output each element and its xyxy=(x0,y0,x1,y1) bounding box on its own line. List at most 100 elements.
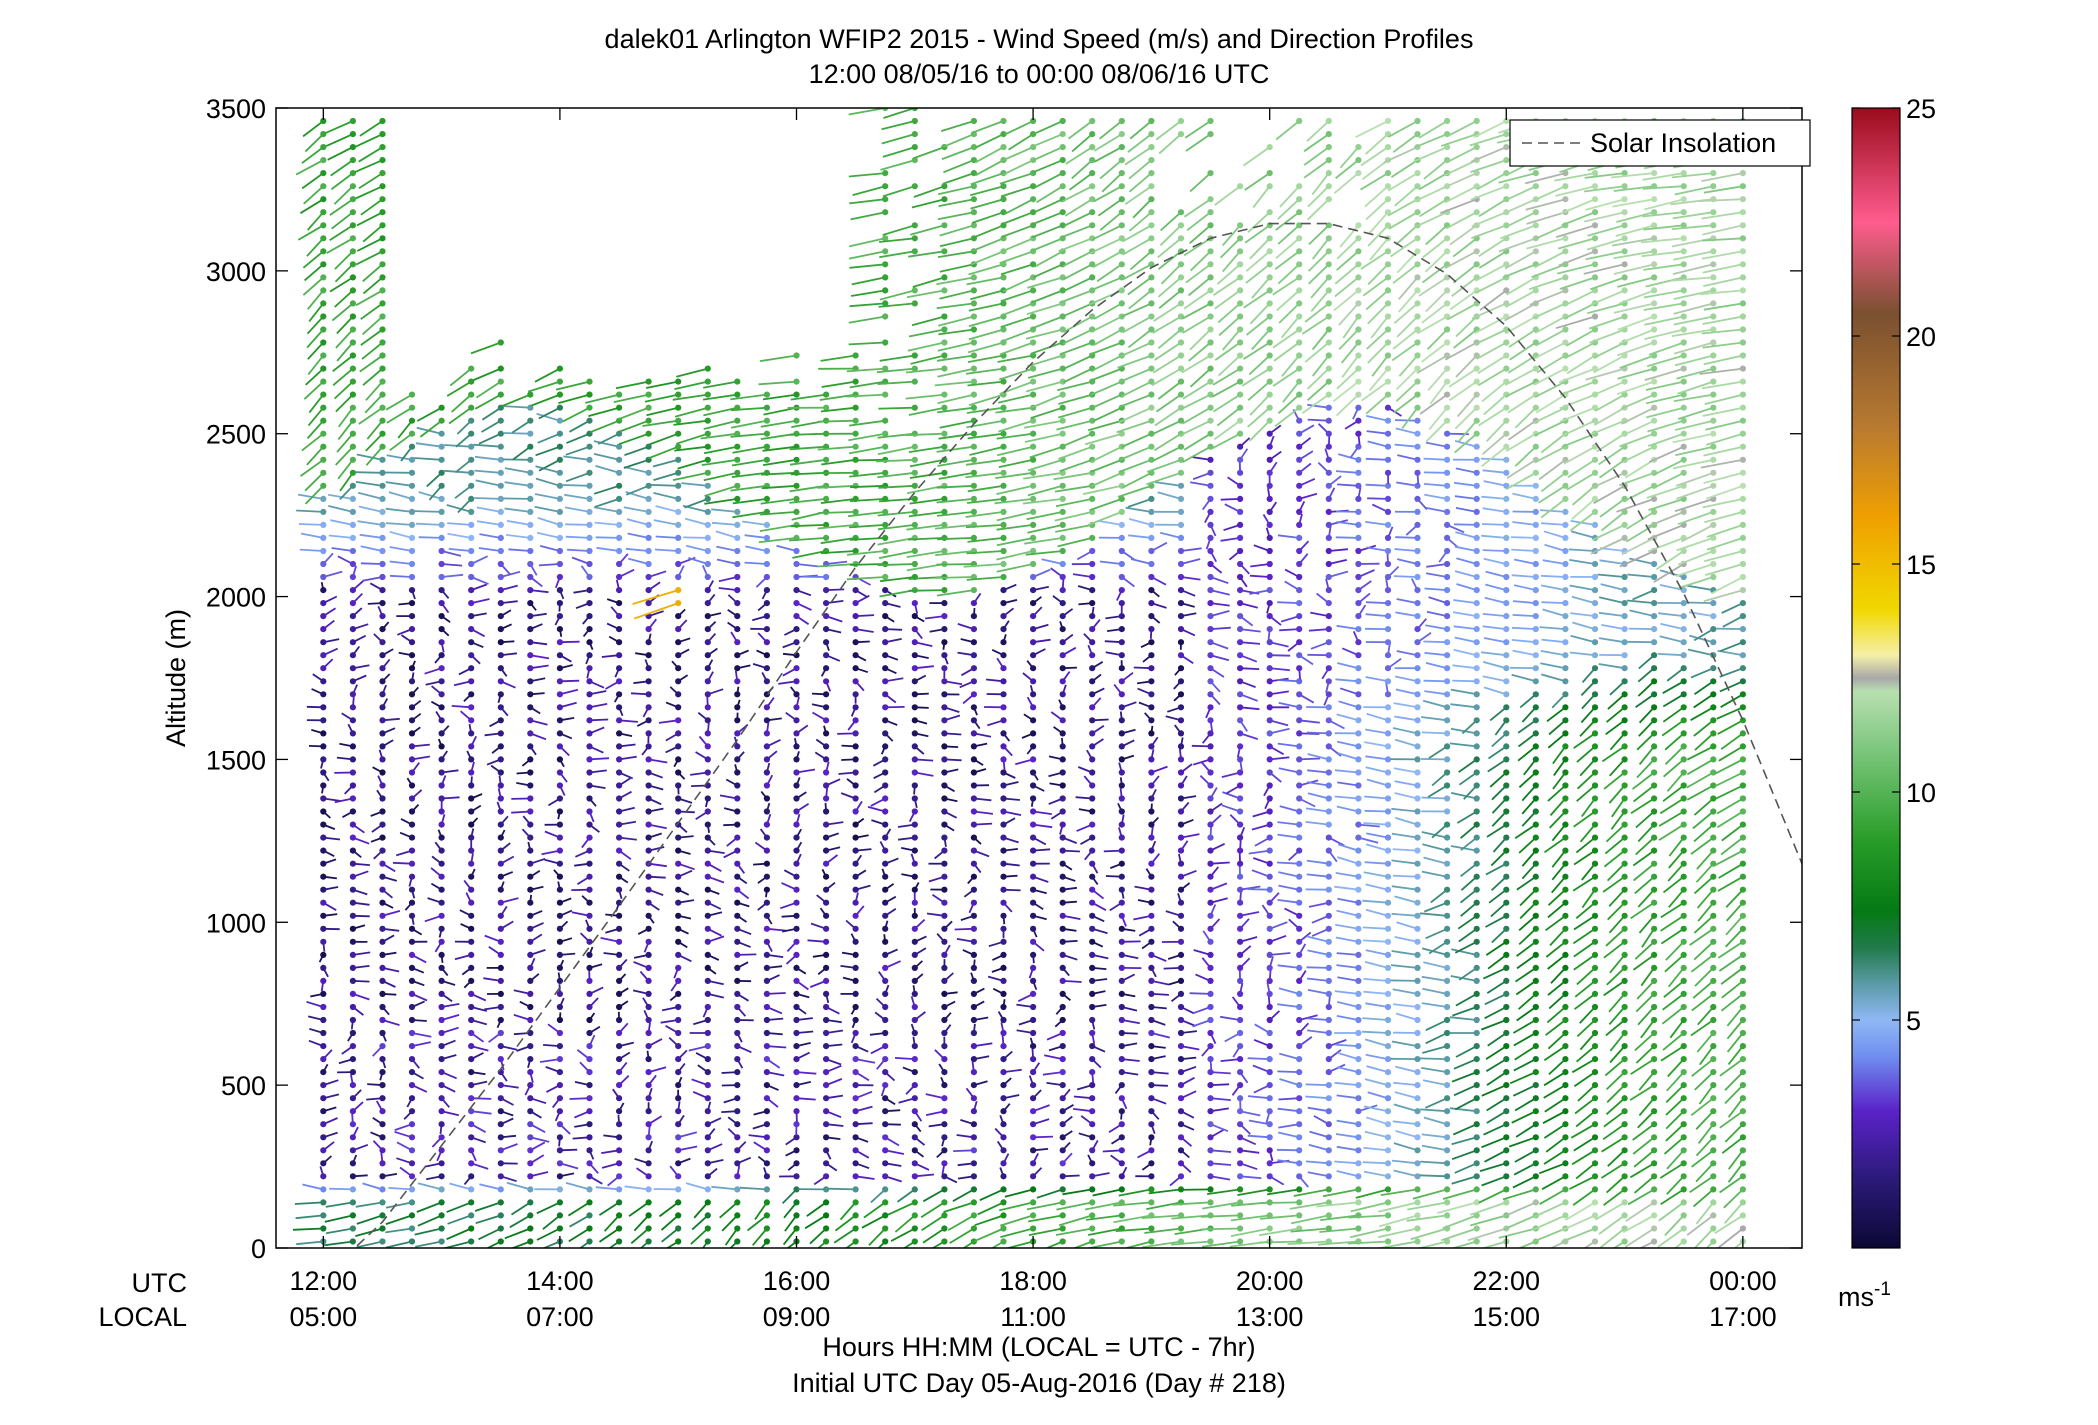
wind-barb-shaft xyxy=(356,237,383,252)
wind-barb-station xyxy=(970,482,978,489)
wind-barb-station xyxy=(1177,743,1185,750)
wind-barb-station xyxy=(793,1043,800,1050)
wind-barb-shaft xyxy=(364,393,384,414)
wind-barb-station xyxy=(438,508,445,515)
chart-title: dalek01 Arlington WFIP2 2015 - Wind Spee… xyxy=(605,24,1474,54)
wind-barb-station xyxy=(941,639,948,646)
wind-barb-station xyxy=(1237,521,1244,529)
wind-barb-station xyxy=(1237,560,1244,568)
wind-barb-station xyxy=(527,938,534,945)
wind-barb-station xyxy=(734,626,741,633)
wind-barb-station xyxy=(734,1134,741,1141)
wind-barb-station xyxy=(438,873,445,880)
wind-barb-station xyxy=(1207,977,1214,985)
wind-barb-station xyxy=(763,652,771,659)
wind-barb-station xyxy=(1177,339,1185,346)
wind-barb-station xyxy=(586,1121,593,1128)
wind-barb-station xyxy=(911,704,918,711)
wind-barb-station xyxy=(941,1043,948,1050)
wind-barb-station xyxy=(1089,873,1096,880)
wind-barb-station xyxy=(882,860,889,867)
wind-barb-station xyxy=(1059,1186,1066,1193)
wind-barb-shaft xyxy=(355,1201,383,1208)
wind-barb-station xyxy=(882,899,889,906)
wind-barb-station xyxy=(320,560,327,568)
wind-barb-station xyxy=(704,925,711,932)
wind-barb-station xyxy=(793,1029,800,1037)
wind-barb-station xyxy=(349,847,356,854)
wind-barb-station xyxy=(468,717,475,724)
wind-barb-station xyxy=(793,821,800,828)
wind-barb-station xyxy=(556,756,564,763)
wind-barb-station xyxy=(852,1056,859,1063)
wind-barb-station xyxy=(438,977,445,985)
wind-barb-station xyxy=(1266,1225,1273,1232)
wind-barb-station xyxy=(645,951,652,959)
wind-barb-station xyxy=(1148,1056,1155,1063)
wind-barb-station xyxy=(852,925,859,932)
wind-barb-station xyxy=(320,886,327,893)
wind-barb-station xyxy=(941,404,948,411)
wind-barb-station xyxy=(320,157,327,164)
wind-barb-station xyxy=(1000,691,1007,698)
wind-barb-station xyxy=(1207,704,1214,711)
wind-barb-shaft xyxy=(306,420,324,439)
wind-barb-station xyxy=(586,873,593,880)
wind-barb-shaft xyxy=(672,393,708,401)
wind-barb-station xyxy=(616,860,623,867)
wind-barb-shaft xyxy=(506,1181,531,1191)
wind-barb-station xyxy=(468,1147,475,1154)
wind-barb-station xyxy=(852,1199,859,1206)
wind-barb-station xyxy=(497,873,504,880)
wind-barb-station xyxy=(704,1238,711,1245)
wind-barb-station xyxy=(616,626,623,633)
wind-barb-shaft xyxy=(541,849,561,856)
wind-barb-station xyxy=(1207,990,1214,998)
wind-barb-station xyxy=(911,860,918,867)
wind-barb-station xyxy=(320,521,327,529)
wind-barb-station xyxy=(645,600,652,607)
wind-barb-station xyxy=(497,365,504,372)
wind-barb-station xyxy=(970,652,978,659)
wind-barb-shaft xyxy=(593,484,620,495)
wind-barb-station xyxy=(616,1212,623,1219)
wind-barb-station xyxy=(734,886,741,893)
wind-barb-station xyxy=(941,795,948,802)
wind-barb-station xyxy=(349,1225,356,1232)
wind-barb-station xyxy=(1059,1029,1066,1037)
wind-barb-shaft xyxy=(558,393,590,404)
wind-barb-station xyxy=(763,964,771,972)
wind-barb-shaft xyxy=(760,471,797,476)
wind-barb-station xyxy=(438,756,445,763)
wind-barb-station xyxy=(438,821,445,828)
wind-barb-station xyxy=(497,938,504,945)
wind-barb-station xyxy=(1207,573,1214,581)
wind-barb-station xyxy=(1148,1238,1155,1245)
wind-barb-station xyxy=(793,678,800,685)
wind-barb-station xyxy=(1030,743,1037,750)
wind-barb-station xyxy=(556,417,564,424)
wind-barb-station xyxy=(675,534,682,542)
wind-barb-station xyxy=(527,925,534,932)
wind-barb-station xyxy=(1118,912,1125,919)
wind-barb-station xyxy=(1148,665,1155,672)
wind-barb-shaft xyxy=(417,1214,442,1227)
wind-barb-shaft xyxy=(358,172,383,190)
wind-barb-station xyxy=(793,1016,800,1024)
wind-barb-station xyxy=(1030,521,1037,529)
wind-barb-station xyxy=(320,378,327,385)
wind-barb-station xyxy=(1148,691,1155,698)
wind-barb-station xyxy=(1089,222,1096,229)
wind-barb-station xyxy=(793,873,800,880)
wind-barb-shaft xyxy=(503,405,531,409)
wind-barb-station xyxy=(1177,600,1185,607)
wind-barb-station xyxy=(349,170,356,177)
wind-barb-station xyxy=(645,795,652,802)
wind-barb-station xyxy=(734,977,741,985)
wind-barb-station xyxy=(970,925,978,932)
wind-barb-station xyxy=(970,665,978,672)
wind-barb-station xyxy=(349,600,356,607)
wind-barb-station xyxy=(1266,482,1273,489)
wind-barb-station xyxy=(556,795,564,802)
wind-barb-shaft xyxy=(536,1227,561,1241)
